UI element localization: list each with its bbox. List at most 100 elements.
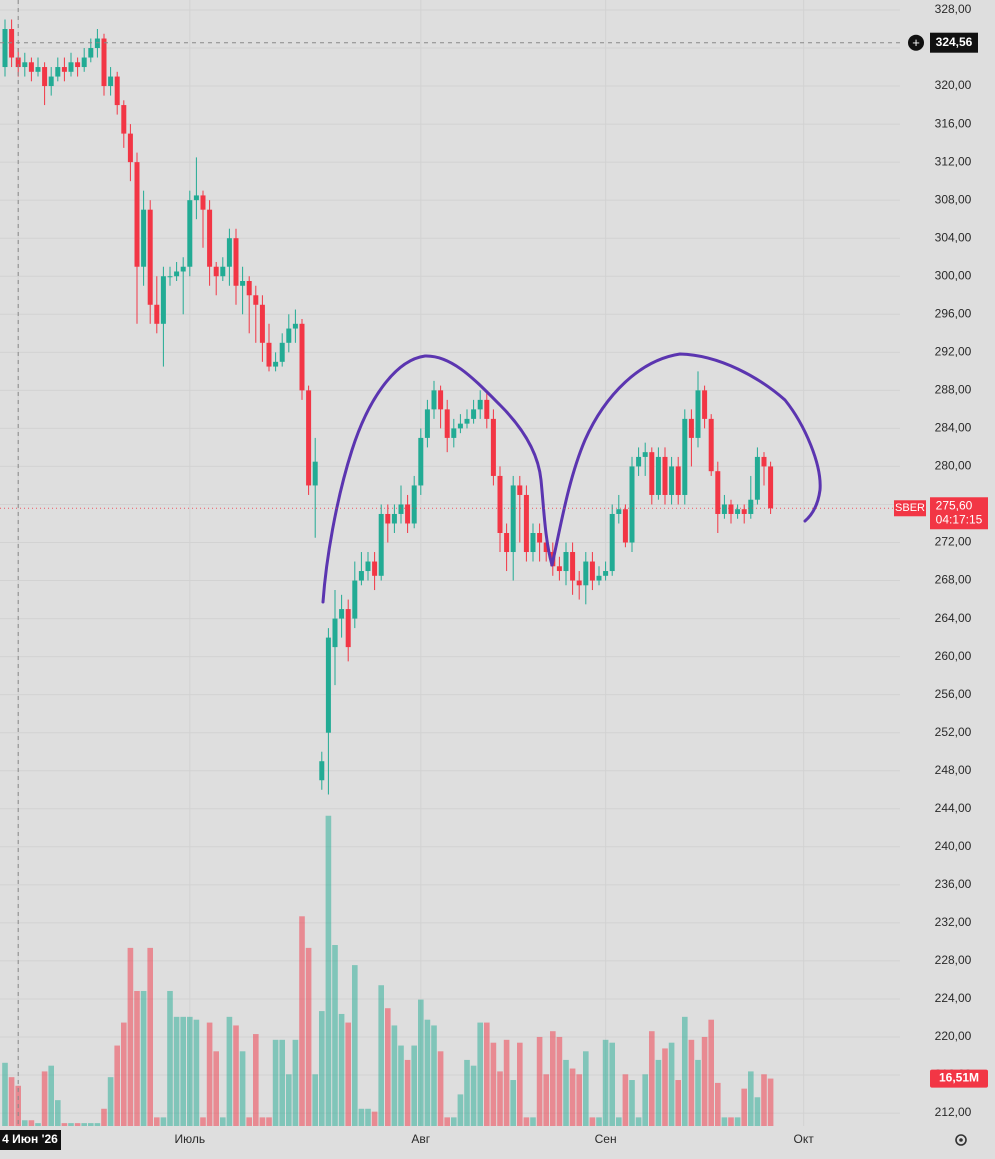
volume-bar <box>352 965 358 1126</box>
volume-bar <box>602 1039 609 1126</box>
candle-body <box>121 105 127 134</box>
gear[interactable] <box>955 1134 967 1146</box>
candle-body <box>438 390 444 410</box>
y-tick-label: 228,00 <box>935 953 972 967</box>
y-tick-label: 320,00 <box>935 78 972 92</box>
candle-body <box>431 390 437 410</box>
volume-bar <box>233 1025 239 1126</box>
settings-icon[interactable] <box>955 1134 967 1146</box>
volume-bar <box>662 1048 668 1126</box>
volume-bar <box>767 1078 774 1126</box>
y-tick-label: 232,00 <box>935 915 972 929</box>
candle-body <box>220 266 226 277</box>
candle-body <box>246 281 252 296</box>
volume-bar <box>325 815 332 1126</box>
candle-body <box>682 418 688 495</box>
volume-bar <box>239 1051 246 1126</box>
volume-bar <box>127 947 134 1126</box>
drawings <box>321 352 822 604</box>
volume-bar <box>517 1042 523 1126</box>
volume-bar <box>431 1025 437 1126</box>
candle-body <box>741 509 747 514</box>
candle-body <box>372 561 378 576</box>
volume-bar <box>305 947 312 1126</box>
volume-bar <box>569 1068 576 1126</box>
volume-bar <box>332 945 338 1126</box>
volume-label-box <box>930 1069 988 1088</box>
volume-bar <box>589 1117 596 1126</box>
volume-bar <box>200 1117 206 1126</box>
add-button <box>908 34 924 51</box>
candle-body <box>306 390 312 486</box>
candle-body <box>728 504 734 514</box>
candle-body <box>543 542 549 553</box>
y-tick-label: 220,00 <box>935 1029 972 1043</box>
candle-body <box>213 266 219 277</box>
candle-body <box>530 532 536 553</box>
candle-body <box>378 513 384 576</box>
volume-bar <box>101 1108 107 1126</box>
candle-body <box>497 475 503 533</box>
drawn-curve <box>321 354 554 604</box>
candle-body <box>81 57 87 68</box>
volume-bar <box>358 1108 365 1126</box>
volume-bar <box>134 990 140 1126</box>
candle-body <box>708 418 714 472</box>
candle-body <box>629 466 635 543</box>
volume-bar <box>345 1022 351 1126</box>
candle-body <box>695 390 701 438</box>
volume-bar <box>715 1082 721 1126</box>
candle-body <box>15 57 21 68</box>
candle-body <box>622 509 628 543</box>
candle-body <box>200 195 206 210</box>
candle-body <box>253 295 259 305</box>
candle-body <box>411 485 417 524</box>
volume-bar <box>55 1100 61 1126</box>
candle-body <box>339 609 345 619</box>
volume-bar <box>464 1059 470 1126</box>
volume-bar <box>622 1074 629 1126</box>
candle-body <box>642 452 648 457</box>
candle-body <box>510 485 516 553</box>
symbol-box <box>894 500 926 517</box>
candle-body <box>94 38 100 49</box>
last-price-box <box>930 497 988 530</box>
volume-bar <box>28 1120 35 1126</box>
candle-body <box>688 418 694 438</box>
volume-bar <box>371 1111 378 1126</box>
candle-body <box>702 390 708 419</box>
y-tick-label: 288,00 <box>935 383 972 397</box>
volume-bar <box>437 1051 444 1126</box>
candle-body <box>385 513 391 524</box>
volume-bar <box>748 1071 754 1126</box>
candle-body <box>484 399 490 419</box>
candle-body <box>589 561 595 581</box>
candle-body <box>675 466 681 495</box>
y-tick-label: 236,00 <box>935 877 972 891</box>
candle-body <box>147 209 153 305</box>
candle-body <box>22 62 28 68</box>
volume-bar <box>213 1051 219 1126</box>
volume-bar <box>510 1080 516 1126</box>
candle-body <box>325 637 331 733</box>
candle-body <box>61 67 67 72</box>
volume-label: 16,51M <box>939 1071 979 1085</box>
volume-bar <box>734 1117 741 1126</box>
candle-body <box>504 532 510 553</box>
volume-bar <box>490 1042 497 1126</box>
y-tick-label: 224,00 <box>935 991 972 1005</box>
volume-bar <box>695 1059 701 1126</box>
volume-bar <box>338 1013 345 1126</box>
candle-body <box>101 38 107 87</box>
volume-bar <box>41 1071 48 1126</box>
candle-body <box>286 328 292 343</box>
volume-bar <box>147 947 153 1126</box>
candle-body <box>35 67 41 72</box>
candle-body <box>570 552 576 581</box>
volume-bar <box>88 1123 94 1126</box>
candle-body <box>748 499 754 514</box>
volume-bar <box>457 1094 464 1126</box>
volume-bar <box>596 1117 602 1126</box>
candle-body <box>490 418 496 476</box>
